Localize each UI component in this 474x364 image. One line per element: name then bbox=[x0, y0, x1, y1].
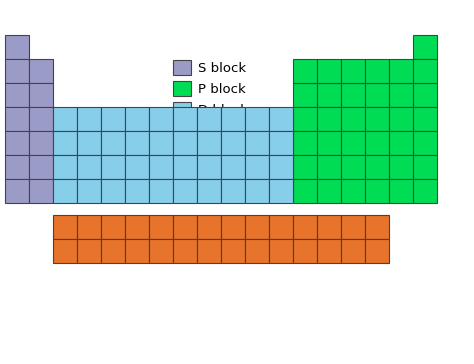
Legend: S block, P block, D block, F block: S block, P block, D block, F block bbox=[169, 56, 252, 143]
